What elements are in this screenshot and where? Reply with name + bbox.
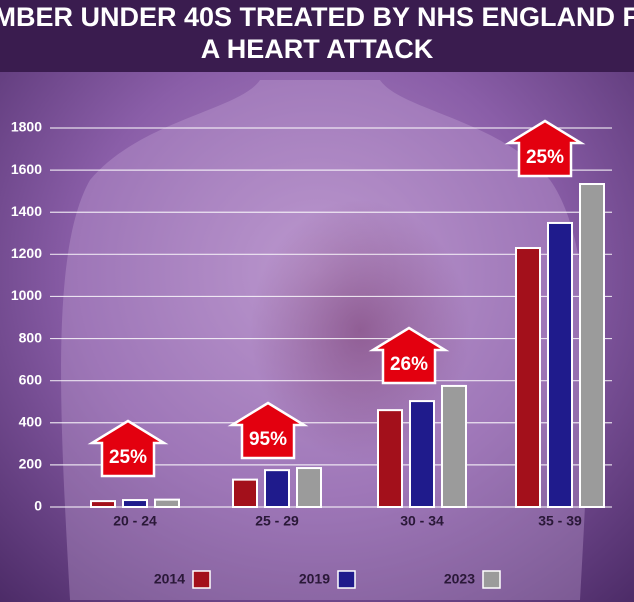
bar [441,384,467,508]
annotation: 26% [390,354,428,375]
x-tick-label: 30 - 34 [400,513,444,529]
bar [377,409,403,508]
bar [90,500,116,508]
bar [515,247,541,508]
y-tick-label: 1200 [11,245,42,261]
bar [547,221,573,509]
heart-image [250,200,470,460]
increase-arrow [368,326,450,385]
y-tick-label: 1400 [11,203,42,219]
bar [296,467,322,508]
annotation: 95% [249,429,287,450]
annotation: 25% [109,447,147,468]
legend-swatch [192,570,211,589]
y-tick-label: 600 [19,371,43,387]
legend-swatch [337,570,356,589]
x-tick-label: 35 - 39 [538,513,582,529]
y-tick-label: 1000 [11,287,42,303]
y-tick-label: 400 [19,413,43,429]
bar [154,498,180,508]
y-tick-label: 1800 [11,119,42,135]
chart-title: NUMBER UNDER 40S TREATED BY NHS ENGLAND … [0,2,634,64]
annotation: 25% [526,147,564,168]
bar [579,183,605,508]
legend-label: 2023 [444,571,475,587]
bar [232,478,258,508]
bar [264,469,290,508]
bar [409,400,435,508]
increase-arrow [227,401,309,460]
increase-arrow [87,419,169,478]
legend-label: 2014 [154,571,185,587]
bar [122,499,148,508]
y-tick-label: 200 [19,456,43,472]
x-tick-label: 20 - 24 [113,513,157,529]
legend-label: 2019 [299,571,330,587]
legend-swatch [482,570,501,589]
y-tick-label: 800 [19,329,43,345]
title-band [0,0,634,72]
y-tick-label: 1600 [11,161,42,177]
y-tick-label: 0 [34,498,42,514]
x-tick-label: 25 - 29 [255,513,299,529]
increase-arrow [504,119,586,178]
